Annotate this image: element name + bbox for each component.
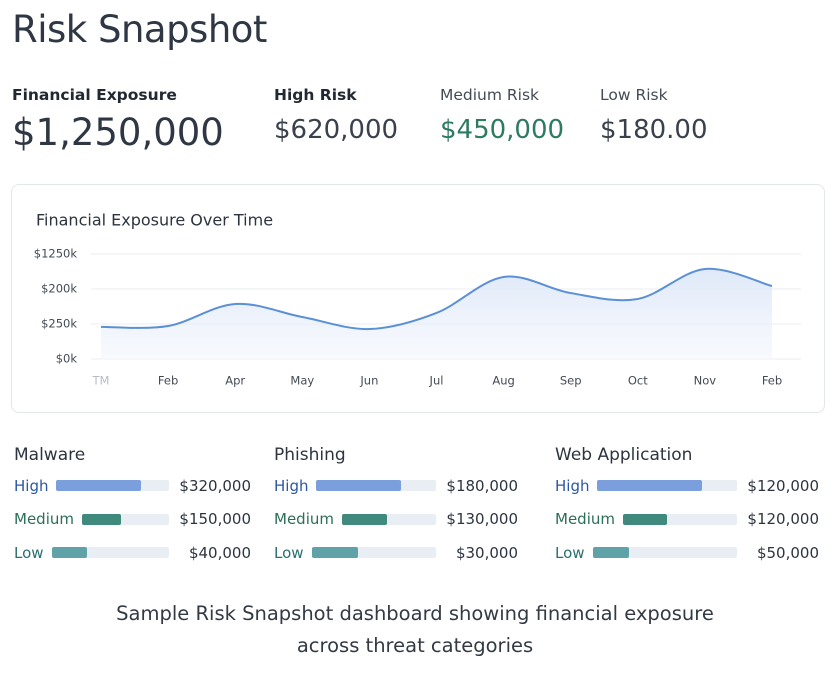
risk-row: Medium $120,000 — [555, 503, 819, 537]
bar-track — [311, 547, 436, 559]
bar-track — [51, 547, 169, 559]
risk-level: Medium — [14, 510, 74, 529]
risk-amount: $30,000 — [455, 543, 518, 562]
bar-fill — [311, 547, 358, 559]
risk-row: Medium $130,000 — [274, 503, 518, 537]
kpi-label: Medium Risk — [440, 86, 540, 104]
bar-track — [316, 480, 436, 492]
x-tick-label: Nov — [694, 374, 717, 388]
bar-fill — [341, 513, 388, 525]
kpi-value: $180.00 — [600, 115, 708, 145]
bar-fill — [597, 480, 703, 492]
x-tick-label: Feb — [158, 374, 178, 388]
x-tick-label: May — [290, 374, 314, 388]
y-tick-label: $250k — [41, 317, 77, 331]
chart-card: Financial Exposure Over Time $0k $250k $20… — [11, 184, 825, 413]
risk-amount: $180,000 — [446, 476, 518, 495]
risk-level: Low — [14, 543, 44, 562]
y-tick-label: $0k — [56, 352, 78, 366]
bar-track — [81, 513, 169, 525]
x-tick-label: Sep — [560, 374, 582, 388]
risk-level: High — [14, 476, 49, 495]
chart: Financial Exposure Over Time $0k $250k $20… — [34, 211, 801, 388]
risk-level: High — [274, 476, 309, 495]
y-tick-label: $200k — [41, 282, 77, 296]
risk-row: High $180,000 — [274, 469, 518, 503]
threat-column: Phishing High $180,000 Medium $130,000 Low $30… — [274, 445, 518, 570]
bar-fill — [622, 513, 668, 525]
kpi-label: High Risk — [274, 86, 357, 104]
x-tick-label: Feb — [762, 374, 782, 388]
kpi-value: $450,000 — [440, 115, 565, 145]
page-title: Risk Snapshot — [12, 8, 267, 51]
x-tick-label: TM — [92, 374, 110, 388]
bar-fill — [592, 547, 629, 559]
bar-track — [622, 513, 737, 525]
risk-level: Low — [555, 543, 585, 562]
kpi-label: Financial Exposure — [12, 86, 177, 104]
bar-track — [341, 513, 436, 525]
caption: Sample Risk Snapshot dashboard showing f… — [116, 602, 714, 657]
kpi-value: $620,000 — [274, 115, 399, 145]
x-tick-label: Jul — [429, 374, 444, 388]
risk-row: Medium $150,000 — [14, 503, 251, 537]
bar-fill — [316, 480, 402, 492]
risk-level: Medium — [555, 510, 615, 529]
risk-amount: $130,000 — [446, 510, 518, 529]
x-tick-label: Apr — [225, 374, 245, 388]
line — [100, 267, 773, 331]
risk-amount: $40,000 — [188, 543, 251, 562]
x-tick-label: Aug — [492, 374, 514, 388]
y-tick-label: $1250k — [34, 247, 78, 261]
threat-name: Malware — [14, 445, 86, 465]
bar-fill — [81, 513, 122, 525]
risk-row: Low $30,000 — [274, 536, 518, 570]
risk-amount: $320,000 — [179, 476, 251, 495]
bar-track — [597, 480, 737, 492]
threat-column: Malware High $320,000 Medium $150,000 Low $40,… — [14, 445, 251, 570]
risk-amount: $120,000 — [747, 476, 819, 495]
risk-row: Low $40,000 — [14, 536, 251, 570]
x-tick-label: Jun — [359, 374, 378, 388]
risk-level: Medium — [274, 510, 334, 529]
risk-row: Low $50,000 — [555, 536, 819, 570]
risk-level: Low — [274, 543, 304, 562]
risk-amount: $120,000 — [747, 510, 819, 529]
risk-amount: $150,000 — [179, 510, 251, 529]
chart-title: Financial Exposure Over Time — [36, 211, 273, 230]
threat-column: Web Application High $120,000 Medium $120,00… — [555, 445, 819, 570]
kpi-value: $1,250,000 — [12, 111, 224, 154]
bar-track — [56, 480, 169, 492]
risk-row: High $120,000 — [555, 469, 819, 503]
threat-name: Phishing — [274, 445, 346, 465]
x-tick-label: Oct — [628, 374, 648, 388]
bar-track — [592, 547, 737, 559]
risk-level: High — [555, 476, 590, 495]
bar-fill — [51, 547, 87, 559]
risk-amount: $50,000 — [756, 543, 819, 562]
threat-name: Web Application — [555, 445, 693, 465]
bar-fill — [56, 480, 141, 492]
risk-row: High $320,000 — [14, 469, 251, 503]
kpi-label: Low Risk — [600, 86, 668, 104]
